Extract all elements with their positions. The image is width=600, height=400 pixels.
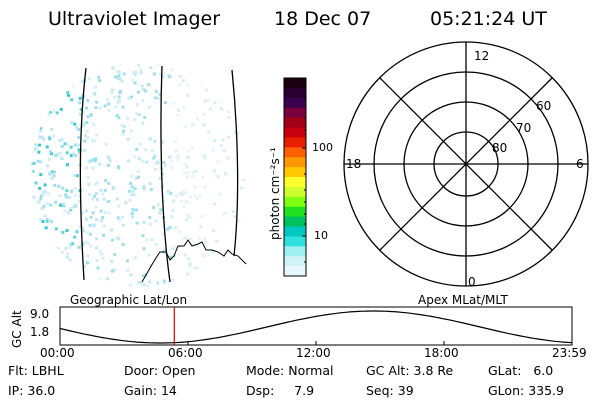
colorbar-band bbox=[284, 117, 306, 128]
colorbar-tick-100: 100 bbox=[312, 141, 333, 154]
info-mode: Mode: Normal bbox=[246, 363, 334, 378]
colorbar-band bbox=[284, 87, 306, 99]
info-gc-alt: GC Alt: 3.8 Re bbox=[366, 363, 454, 378]
longitude-line-3 bbox=[231, 69, 239, 257]
gc-alt-axis-label: GC Alt bbox=[10, 310, 24, 348]
colorbar-band bbox=[284, 206, 306, 218]
time-tick-2359: 23:59 bbox=[552, 346, 587, 360]
mlt-label-6: 6 bbox=[576, 157, 584, 171]
apex-mlat-mlt-title: Apex MLat/MLT bbox=[418, 293, 508, 307]
colorbar-tick-10: 10 bbox=[314, 229, 328, 242]
colorbar-band bbox=[284, 226, 306, 237]
colorbar bbox=[283, 77, 307, 277]
info-door: Door: Open bbox=[124, 363, 196, 378]
colorbar-band bbox=[284, 196, 306, 208]
coastline bbox=[141, 239, 247, 283]
colorbar-band bbox=[284, 246, 306, 257]
alt-tick-1-8: 1.8 bbox=[30, 325, 50, 339]
instrument-title: Ultraviolet Imager bbox=[48, 8, 221, 30]
colorbar-band bbox=[284, 78, 306, 89]
colorbar-band bbox=[284, 137, 306, 148]
mlt-label-18: 18 bbox=[346, 157, 361, 171]
info-glon: GLon: 335.9 bbox=[488, 383, 564, 398]
time-tick-1200: 12:00 bbox=[296, 346, 331, 360]
colorbar-band bbox=[284, 167, 306, 178]
colorbar-band bbox=[284, 236, 306, 247]
longitude-line-1 bbox=[79, 67, 87, 281]
aurora-emission-pixels bbox=[30, 63, 250, 287]
lat-label-70: 70 bbox=[516, 121, 531, 135]
info-glat: GLat: 6.0 bbox=[488, 363, 554, 378]
colorbar-band bbox=[284, 256, 306, 267]
time-tick-0000: 00:00 bbox=[40, 346, 75, 360]
observation-time: 05:21:24 UT bbox=[430, 8, 547, 30]
colorbar-band bbox=[284, 157, 306, 168]
alt-tick-9: 9.0 bbox=[30, 307, 50, 321]
longitude-line-2 bbox=[160, 65, 171, 283]
lat-label-60: 60 bbox=[536, 99, 551, 113]
colorbar-band bbox=[284, 127, 306, 138]
info-seq: Seq: 39 bbox=[366, 383, 414, 398]
colorbar-band bbox=[284, 216, 306, 227]
colorbar-unit-label: photon cm⁻²s⁻¹ bbox=[268, 147, 282, 240]
colorbar-band bbox=[284, 186, 306, 198]
altitude-curve bbox=[59, 310, 573, 344]
polar-mlat-mlt-plot: 12 18 6 0 60 70 80 bbox=[343, 41, 589, 289]
mlt-label-0: 0 bbox=[468, 275, 476, 289]
info-dsp: Dsp: 7.9 bbox=[246, 383, 315, 398]
colorbar-band bbox=[284, 177, 306, 188]
mlt-label-12: 12 bbox=[474, 49, 489, 63]
colorbar-band bbox=[284, 266, 306, 277]
time-tick-0600: 06:00 bbox=[168, 346, 203, 360]
colorbar-band bbox=[284, 97, 306, 109]
uv-image-panel bbox=[30, 63, 250, 287]
colorbar-band bbox=[284, 147, 306, 158]
info-gain: Gain: 14 bbox=[124, 383, 177, 398]
info-ip: IP: 36.0 bbox=[8, 383, 56, 398]
time-tick-1800: 18:00 bbox=[424, 346, 459, 360]
lat-label-80: 80 bbox=[492, 141, 507, 155]
colorbar-band bbox=[284, 107, 306, 119]
info-flt: Flt: LBHL bbox=[8, 363, 64, 378]
observation-date: 18 Dec 07 bbox=[274, 8, 372, 30]
altitude-timeline-plot bbox=[59, 306, 573, 346]
geo-lat-lon-title: Geographic Lat/Lon bbox=[70, 293, 188, 307]
